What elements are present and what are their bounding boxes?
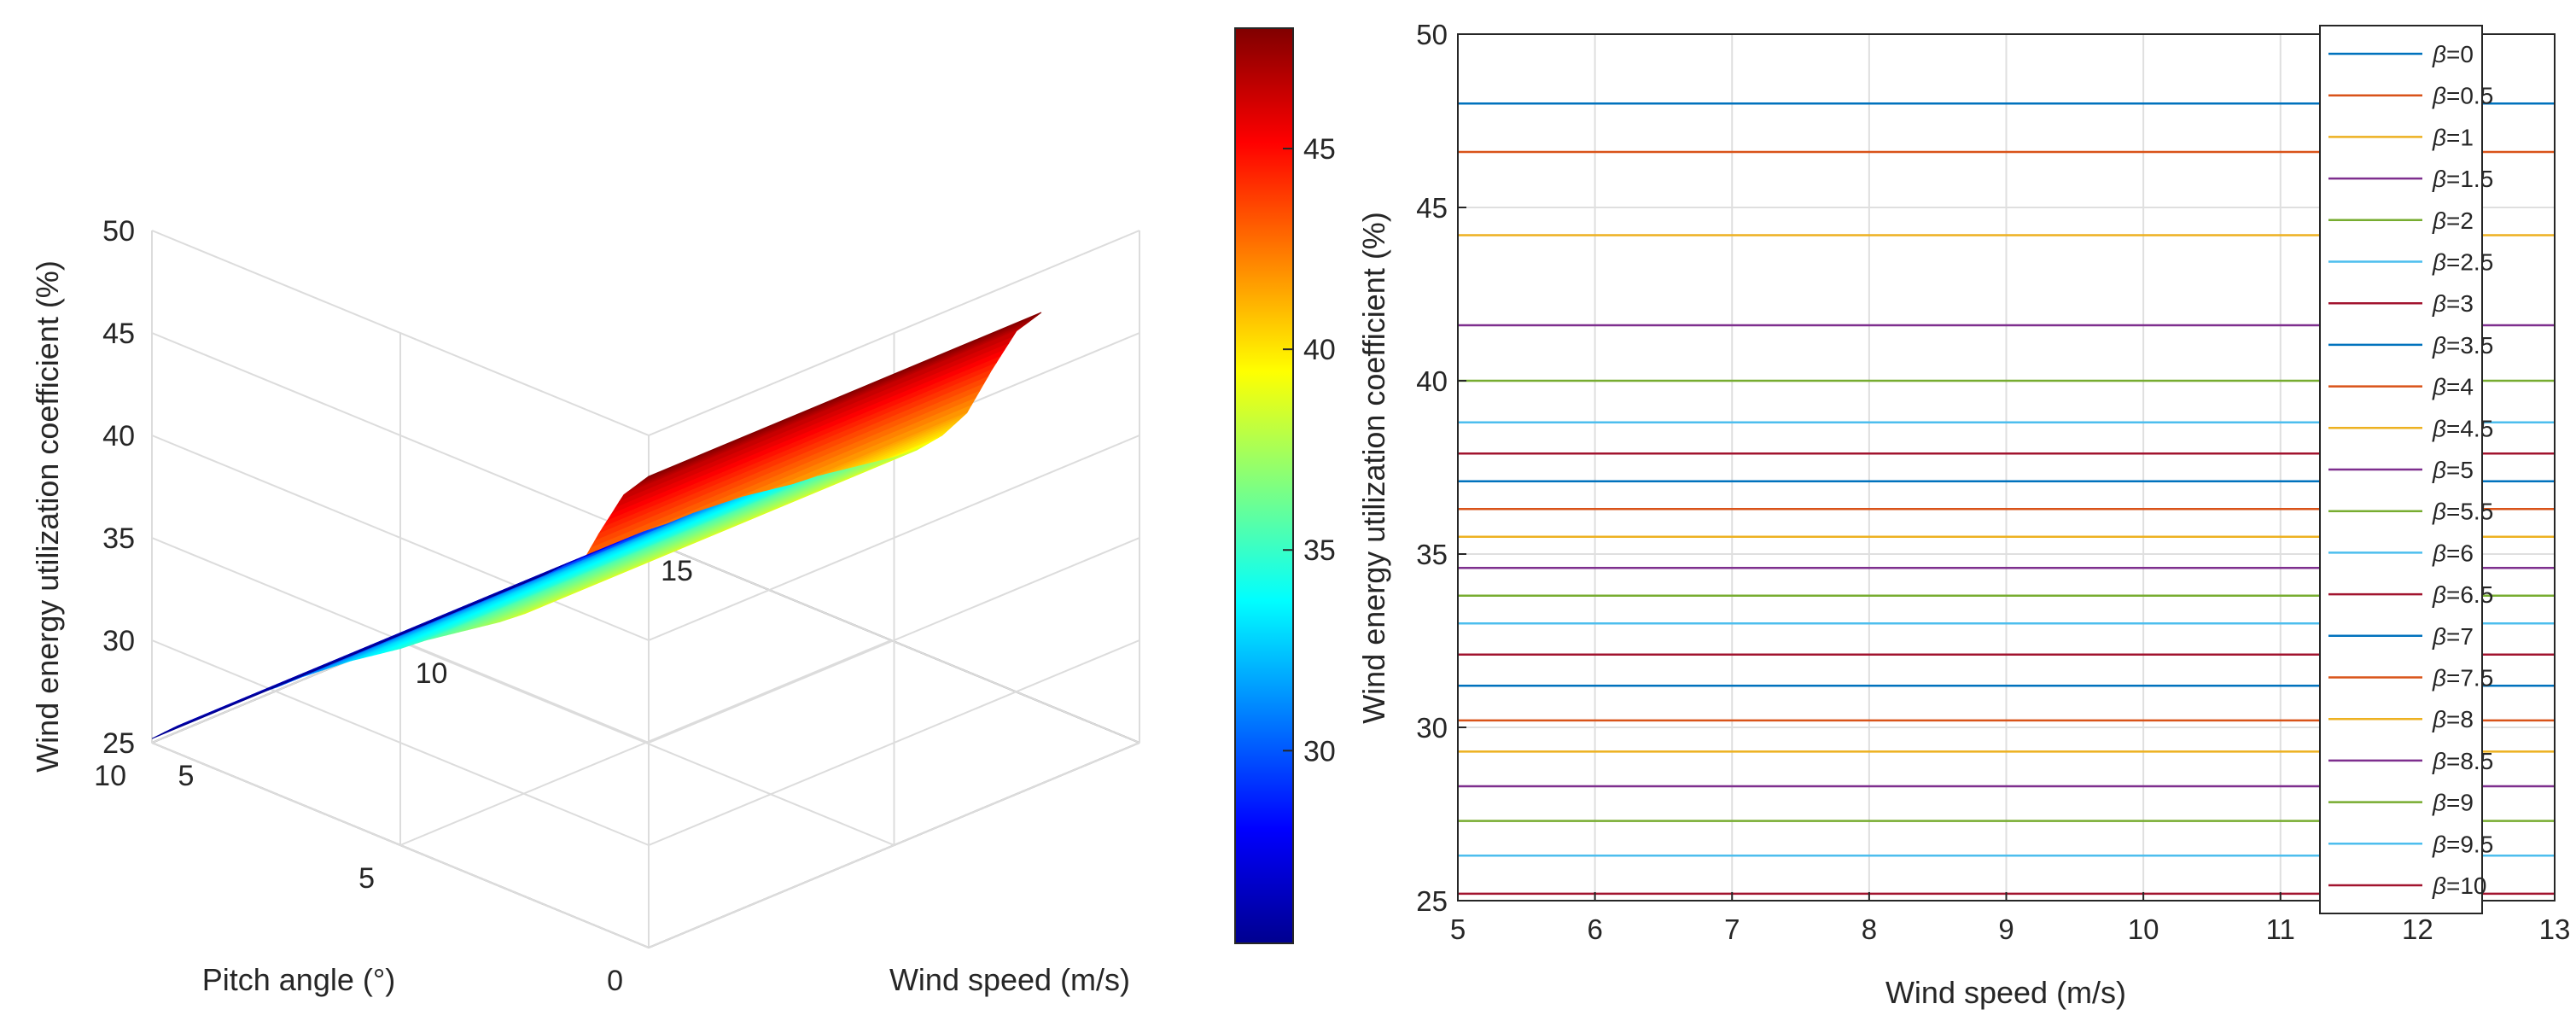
legend-label: β=2.5 — [2432, 249, 2493, 276]
colorbar: 30 35 40 45 — [1234, 27, 1336, 944]
z-tick-label: 30 — [102, 625, 135, 657]
z-tick-label: 25 — [102, 727, 135, 760]
surface-strip — [602, 355, 1001, 528]
z-tick-labels: 25 30 35 40 45 50 — [102, 215, 135, 760]
y-axis-label: Wind energy utilization coefficient (%) — [1356, 212, 1391, 724]
surface-strip — [597, 362, 997, 535]
y-tick-label: 45 — [1416, 192, 1448, 224]
legend-label: β=1.5 — [2432, 166, 2493, 192]
line-chart: 5 6 7 8 9 10 11 12 13 25 30 35 40 45 50 Wind energy u… — [1356, 19, 2570, 1010]
x-tick-label: 12 — [2402, 913, 2433, 945]
legend: β=0 β=0.5 β=1 β=1.5 β=2 β=2.5 β=3 β=3.5 β=4 β=4.5… — [2319, 25, 2493, 914]
z-tick-label: 35 — [102, 522, 135, 555]
x-tick-label: 10 — [2128, 913, 2159, 945]
z-tick-label: 45 — [102, 318, 135, 350]
legend-label: β=5.5 — [2432, 499, 2493, 525]
legend-label: β=5 — [2432, 457, 2474, 483]
surface-chart: 25 30 35 40 45 50 0 5 10 5 10 15 Wind energy util… — [30, 215, 1140, 997]
legend-label: β=9.5 — [2432, 831, 2493, 857]
grid-pitch-floor-1 — [399, 639, 892, 846]
x-axis-label: Wind speed (m/s) — [1885, 975, 2126, 1010]
pitch-tick-label: 10 — [94, 760, 126, 792]
surface-strip — [151, 572, 550, 739]
x-tick-label: 5 — [1450, 913, 1466, 945]
grid-level-left-4 — [151, 332, 650, 539]
x-tick-label: 8 — [1862, 913, 1877, 945]
pitch-tick-labels: 0 5 10 — [94, 760, 623, 997]
legend-label: β=1 — [2432, 124, 2474, 150]
legend-label: β=3.5 — [2432, 332, 2493, 359]
legend-label: β=4 — [2432, 374, 2474, 400]
y-tick-label: 25 — [1416, 885, 1448, 917]
colorbar-tick-label: 40 — [1303, 334, 1336, 366]
y-tick-labels: 25 30 35 40 45 50 — [1416, 19, 1466, 917]
grid-level-left-1 — [151, 639, 650, 846]
legend-label: β=0.5 — [2432, 83, 2493, 109]
x-tick-label: 6 — [1587, 913, 1602, 945]
pitch-axis-label: Pitch angle (°) — [202, 962, 396, 997]
grid-level-right-5 — [648, 230, 1140, 436]
legend-label: β=0 — [2432, 41, 2474, 67]
grid-level-left-3 — [151, 435, 650, 641]
legend-label: β=3 — [2432, 290, 2474, 317]
legend-label: β=9 — [2432, 790, 2474, 816]
colorbar-ticks: 30 35 40 45 — [1283, 133, 1336, 767]
x-tick-labels: 5 6 7 8 9 10 11 12 13 — [1450, 892, 2571, 945]
x-tick-label: 7 — [1724, 913, 1740, 945]
wind-tick-label: 15 — [661, 555, 693, 587]
z-axis-label: Wind energy utilization coefficient (%) — [30, 260, 65, 773]
x-tick-label: 11 — [2266, 913, 2295, 945]
legend-label: β=7.5 — [2432, 665, 2493, 691]
pitch-tick-label: 0 — [607, 965, 623, 997]
legend-label: β=10 — [2432, 872, 2487, 899]
wind-tick-label: 10 — [416, 657, 448, 690]
surface — [151, 312, 1042, 739]
legend-label: β=6.5 — [2432, 581, 2493, 608]
grid-level-right-3 — [648, 435, 1140, 641]
y-tick-label: 50 — [1416, 19, 1448, 50]
y-tick-label: 35 — [1416, 539, 1448, 570]
z-tick-label: 40 — [102, 420, 135, 452]
pitch-tick-label: 5 — [358, 862, 375, 895]
legend-label: β=7 — [2432, 623, 2474, 650]
grid-level-right-0 — [648, 742, 1140, 948]
x-tick-label: 13 — [2539, 913, 2571, 945]
y-tick-label: 40 — [1416, 365, 1448, 397]
surface-strip — [586, 382, 985, 557]
wind-speed-axis-label: Wind speed (m/s) — [889, 962, 1130, 997]
grid-level-left-0 — [151, 742, 650, 948]
legend-label: β=8.5 — [2432, 748, 2493, 774]
legend-label: β=6 — [2432, 540, 2474, 566]
legend-label: β=8 — [2432, 706, 2474, 732]
colorbar-tick-label: 30 — [1303, 735, 1336, 767]
grid-level-right-2 — [648, 537, 1140, 744]
y-tick-label: 30 — [1416, 712, 1448, 744]
colorbar-fill — [1234, 27, 1294, 944]
surface-strip — [589, 376, 989, 550]
colorbar-tick-label: 35 — [1303, 534, 1336, 567]
grid-level-left-5 — [151, 230, 650, 436]
wind-tick-label: 5 — [178, 760, 195, 792]
legend-entries: β=0 β=0.5 β=1 β=1.5 β=2 β=2.5 β=3 β=3.5 β=4 β=4.5… — [2328, 41, 2493, 899]
surface-strip — [593, 369, 993, 542]
legend-label: β=2 — [2432, 207, 2474, 234]
grid-level-right-1 — [648, 639, 1140, 846]
z-tick-label: 50 — [102, 215, 135, 248]
x-tick-label: 9 — [1998, 913, 2014, 945]
legend-label: β=4.5 — [2432, 415, 2493, 441]
wind-tick-labels: 5 10 15 — [178, 555, 693, 792]
colorbar-tick-label: 45 — [1303, 133, 1336, 166]
